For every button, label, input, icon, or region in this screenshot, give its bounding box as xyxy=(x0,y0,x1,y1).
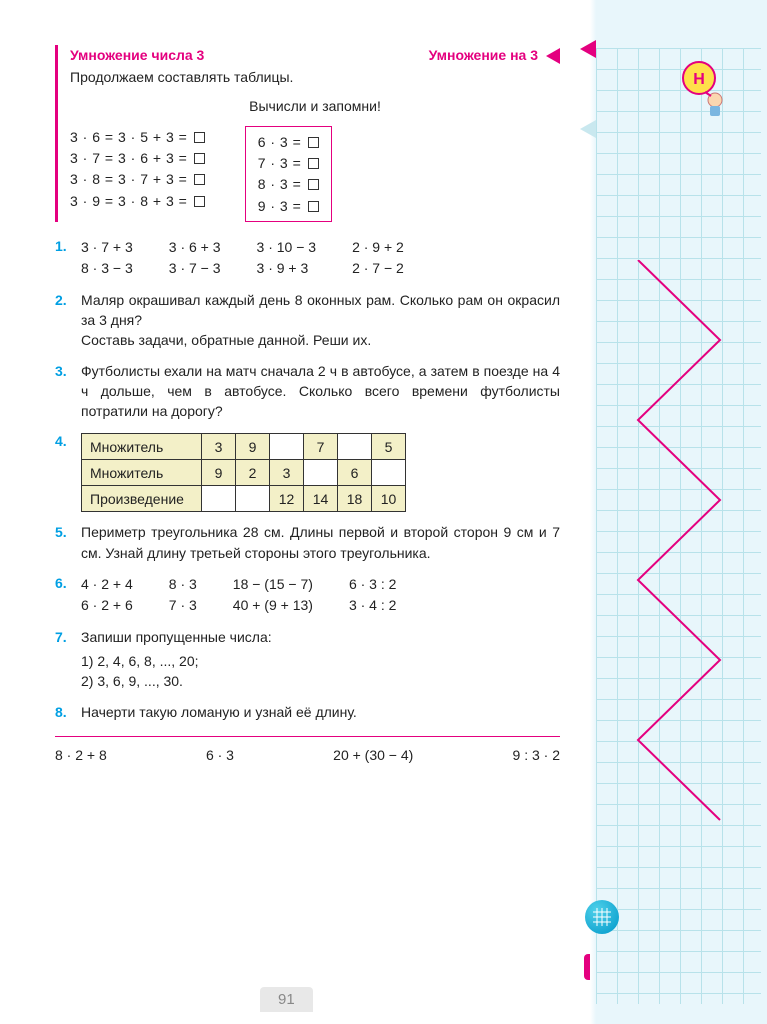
blank-box xyxy=(308,137,319,148)
table-cell: 10 xyxy=(372,486,406,512)
blank-box xyxy=(194,174,205,185)
table-cell xyxy=(236,486,270,512)
task-5: 5. Периметр треугольника 28 см. Длины пе… xyxy=(55,522,560,563)
task-7: 7. Запиши пропущенные числа: 1) 2, 4, 6,… xyxy=(55,627,560,692)
table-cell: 12 xyxy=(270,486,304,512)
equations-left: 3 · 6 = 3 · 5 + 3 = 3 · 7 = 3 · 6 + 3 = … xyxy=(70,126,205,222)
task-7-intro: Запиши пропущенные числа: xyxy=(81,627,560,647)
equations-right-box: 6 · 3 = 7 · 3 = 8 · 3 = 9 · 3 = xyxy=(245,126,332,222)
blank-box xyxy=(308,201,319,212)
notebook-margin: Н xyxy=(590,0,767,1024)
marker-triangle-icon xyxy=(580,120,596,138)
table-cell: 3 xyxy=(202,434,236,460)
blank-box xyxy=(308,158,319,169)
table-row-label: Произведение xyxy=(82,486,202,512)
marker-triangle-icon xyxy=(580,40,596,58)
task-2: 2. Маляр окрашивал каждый день 8 оконных… xyxy=(55,290,560,351)
blank-box xyxy=(194,153,205,164)
task-4: 4. Множитель3975Множитель9236Произведени… xyxy=(55,431,560,512)
table-cell: 18 xyxy=(338,486,372,512)
table-cell: 9 xyxy=(236,434,270,460)
table-cell xyxy=(338,434,372,460)
task-2-text: Маляр окрашивал каждый день 8 оконных ра… xyxy=(81,290,560,351)
task-3: 3. Футболисты ехали на матч сначала 2 ч … xyxy=(55,361,560,422)
task-8: 8. Начерти такую ломаную и узнай её длин… xyxy=(55,702,560,722)
table-cell: 5 xyxy=(372,434,406,460)
task-3-text: Футболисты ехали на матч сначала 2 ч в а… xyxy=(81,361,560,422)
footer-expressions: 8 · 2 + 8 6 · 3 20 + (30 − 4) 9 : 3 · 2 xyxy=(55,736,560,765)
table-cell: 6 xyxy=(338,460,372,486)
table-cell: 7 xyxy=(304,434,338,460)
table-cell: 14 xyxy=(304,486,338,512)
table-cell: 2 xyxy=(236,460,270,486)
instruction: Вычисли и запомни! xyxy=(70,96,560,116)
blank-box xyxy=(194,132,205,143)
zigzag-svg xyxy=(620,260,740,840)
table-cell: 9 xyxy=(202,460,236,486)
blank-box xyxy=(308,179,319,190)
task-1: 1. 3 · 7 + 38 · 3 − 3 3 · 6 + 33 · 7 − 3… xyxy=(55,236,560,280)
blank-box xyxy=(194,196,205,207)
grid-circle-icon xyxy=(585,900,619,934)
intro-equations: 3 · 6 = 3 · 5 + 3 = 3 · 7 = 3 · 6 + 3 = … xyxy=(70,126,560,222)
task-5-text: Периметр треугольника 28 см. Длины перво… xyxy=(81,522,560,563)
mascot-badge-icon: Н xyxy=(677,60,727,125)
table-cell xyxy=(372,460,406,486)
section-title: Умножение числа 3 Умножение на 3 xyxy=(70,45,560,65)
triangle-icon xyxy=(546,48,560,64)
table-row-label: Множитель xyxy=(82,434,202,460)
subtitle: Продолжаем составлять таблицы. xyxy=(70,67,560,87)
polyline-drawing xyxy=(620,260,740,840)
title-left: Умножение числа 3 xyxy=(70,45,204,65)
task-8-text: Начерти такую ломаную и узнай её длину. xyxy=(81,702,560,722)
multiplication-table: Множитель3975Множитель9236Произведение12… xyxy=(81,433,406,512)
task-6: 6. 4 · 2 + 46 · 2 + 6 8 · 37 · 3 18 − (1… xyxy=(55,573,560,617)
table-cell xyxy=(202,486,236,512)
table-cell xyxy=(270,434,304,460)
table-cell: 3 xyxy=(270,460,304,486)
table-cell xyxy=(304,460,338,486)
title-right: Умножение на 3 xyxy=(429,47,542,63)
table-row-label: Множитель xyxy=(82,460,202,486)
svg-text:Н: Н xyxy=(693,71,705,88)
page-number: 91 xyxy=(260,987,313,1012)
